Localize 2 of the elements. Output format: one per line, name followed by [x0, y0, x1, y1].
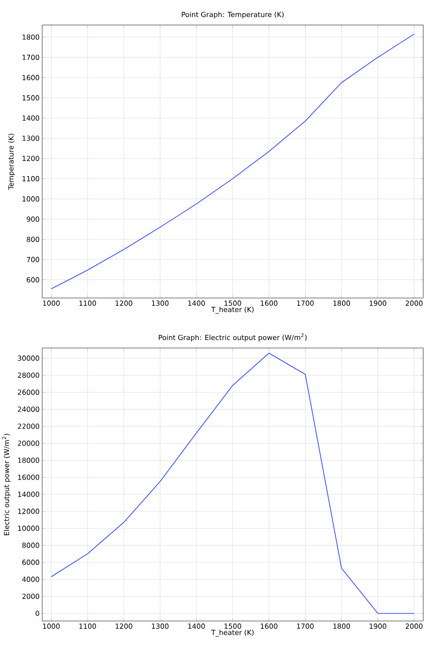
- line-series: [50, 34, 414, 290]
- line-series: [50, 352, 414, 614]
